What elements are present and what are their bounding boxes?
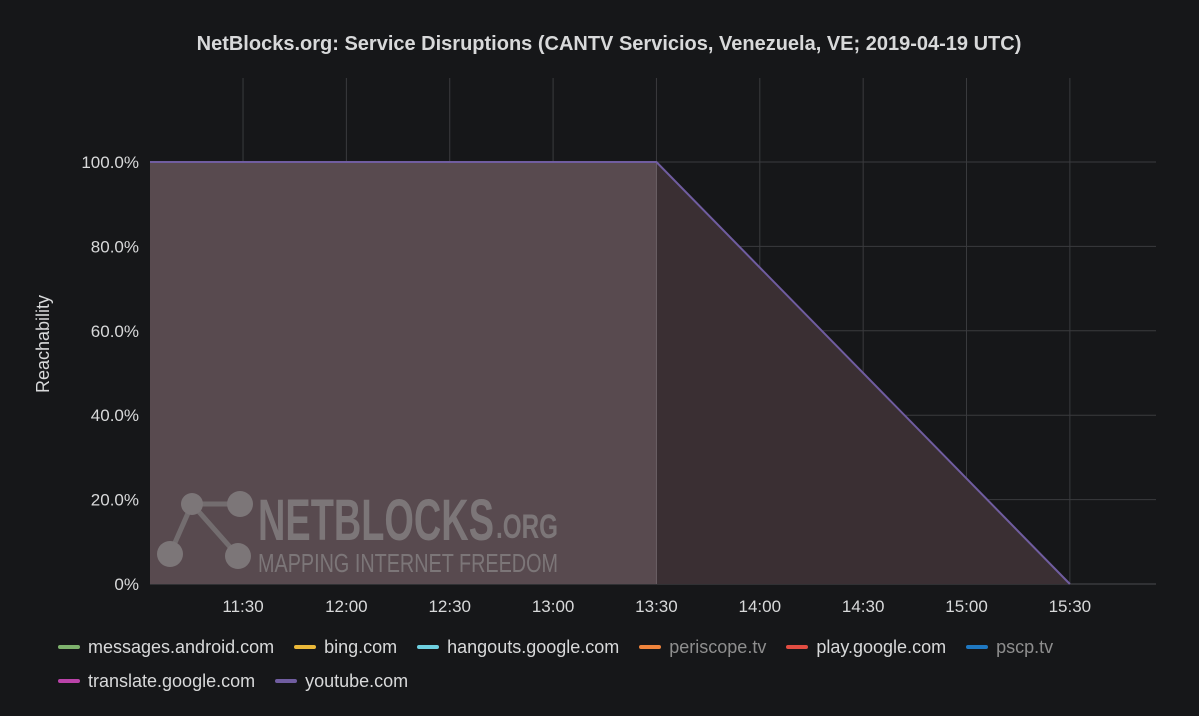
x-tick-label: 15:30	[1049, 597, 1092, 616]
y-tick-label: 60.0%	[91, 322, 139, 341]
legend-item[interactable]: pscp.tv	[966, 636, 1053, 658]
legend-label: play.google.com	[816, 637, 947, 657]
legend: messages.android.com bing.com hangouts.goo…	[58, 636, 1158, 692]
legend-item[interactable]: translate.google.com	[58, 670, 255, 692]
y-tick-label: 80.0%	[91, 237, 139, 256]
legend-label: periscope.tv	[669, 637, 767, 657]
legend-swatch-icon	[294, 645, 317, 649]
legend-swatch-icon	[58, 645, 80, 649]
chart-canvas: NetBlocks.org: Service Disruptions (CANT…	[33, 33, 1156, 616]
x-tick-label: 12:00	[325, 597, 368, 616]
watermark-suffix: .ORG	[496, 508, 558, 546]
watermark: NETBLOCKS .ORG MAPPING INTERNET FREEDOM	[157, 488, 558, 578]
legend-item[interactable]: bing.com	[294, 636, 397, 658]
legend-swatch-icon	[786, 645, 809, 649]
legend-swatch-icon	[58, 679, 80, 683]
x-tick-label: 11:30	[222, 597, 263, 616]
legend-label: hangouts.google.com	[447, 637, 620, 657]
x-tick-label: 13:00	[532, 597, 575, 616]
y-tick-label: 0%	[114, 575, 139, 594]
legend-item[interactable]: play.google.com	[786, 636, 946, 658]
chart-title: NetBlocks.org: Service Disruptions (CANT…	[197, 33, 1022, 55]
legend-item[interactable]: messages.android.com	[58, 636, 274, 658]
y-axis-label: Reachability	[33, 295, 53, 393]
x-tick-label: 12:30	[428, 597, 471, 616]
legend-item[interactable]: periscope.tv	[639, 636, 766, 658]
y-axis: 0% 20.0% 40.0% 60.0% 80.0% 100.0%	[81, 153, 139, 594]
legend-item[interactable]: hangouts.google.com	[417, 636, 619, 658]
legend-label: pscp.tv	[996, 637, 1054, 657]
watermark-brand: NETBLOCKS	[258, 488, 494, 553]
x-tick-label: 14:30	[842, 597, 885, 616]
netblocks-logo-icon	[157, 491, 253, 569]
x-tick-label: 13:30	[635, 597, 678, 616]
legend-label: messages.android.com	[88, 637, 275, 657]
legend-label: youtube.com	[305, 671, 409, 691]
legend-swatch-icon	[966, 645, 989, 649]
legend-label: bing.com	[324, 637, 398, 657]
legend-swatch-icon	[417, 645, 440, 649]
series-area-segment	[150, 162, 657, 584]
y-tick-label: 40.0%	[91, 406, 139, 425]
x-axis: 11:30 12:00 12:30 13:00 13:30 14:00 14:30 15:00…	[222, 597, 1091, 616]
legend-swatch-icon	[275, 679, 298, 683]
plot-area	[150, 161, 1071, 585]
x-tick-label: 15:00	[945, 597, 988, 616]
legend-label: translate.google.com	[88, 671, 256, 691]
series-line	[150, 161, 1071, 585]
legend-item[interactable]: youtube.com	[275, 670, 408, 692]
x-tick-label: 14:00	[739, 597, 782, 616]
y-tick-label: 100.0%	[81, 153, 139, 172]
legend-swatch-icon	[639, 645, 662, 649]
watermark-tagline: MAPPING INTERNET FREEDOM	[258, 548, 558, 578]
y-tick-label: 20.0%	[91, 491, 139, 510]
